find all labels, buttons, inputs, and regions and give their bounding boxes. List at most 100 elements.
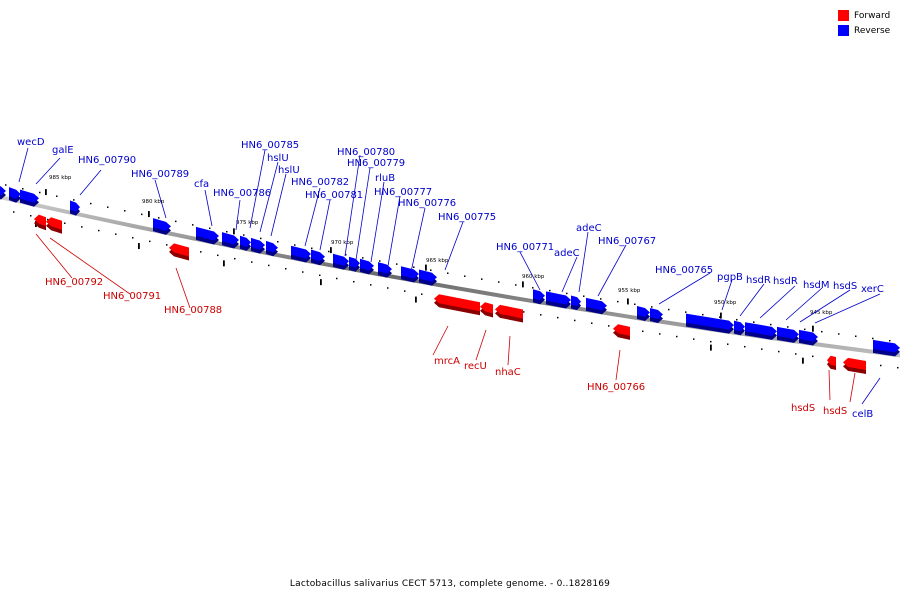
gene-label[interactable]: HN6_00775: [438, 212, 496, 223]
leader-line: [355, 167, 371, 261]
minor-tick-bottom: [727, 343, 729, 345]
forward-gene-arrow[interactable]: [827, 355, 836, 370]
gene-label[interactable]: wecD: [17, 137, 45, 148]
reverse-gene-arrow[interactable]: [291, 245, 311, 263]
minor-tick-top: [583, 295, 585, 297]
reverse-gene-arrow[interactable]: [196, 226, 219, 245]
gene-label[interactable]: HN6_00779: [347, 158, 405, 169]
reverse-gene-arrow[interactable]: [70, 200, 80, 216]
minor-tick-top: [430, 269, 432, 271]
reverse-gene-arrow[interactable]: [349, 256, 360, 272]
gene-label[interactable]: hsdR: [746, 275, 771, 286]
minor-tick-top: [107, 206, 109, 208]
gene-label[interactable]: HN6_00782: [291, 177, 349, 188]
reverse-gene-arrow[interactable]: [222, 232, 239, 249]
gene-label[interactable]: HN6_00792: [45, 277, 103, 288]
reverse-gene-arrow[interactable]: [637, 306, 650, 322]
gene-label[interactable]: rluB: [375, 173, 395, 184]
reverse-gene-arrow[interactable]: [153, 218, 171, 235]
reverse-gene-arrow[interactable]: [686, 313, 734, 334]
reverse-gene-arrow[interactable]: [734, 320, 745, 336]
gene-label[interactable]: HN6_00789: [131, 169, 189, 180]
gene-label[interactable]: galE: [52, 145, 74, 156]
gene-label[interactable]: HN6_00771: [496, 242, 554, 253]
reverse-gene-arrow[interactable]: [360, 258, 374, 275]
gene-label[interactable]: HN6_00790: [78, 155, 136, 166]
major-tick-top: [812, 325, 814, 332]
gene-label[interactable]: mrcA: [434, 356, 460, 367]
forward-gene-arrow[interactable]: [495, 304, 523, 323]
reverse-gene-arrow[interactable]: [9, 187, 21, 203]
minor-tick-bottom: [370, 284, 372, 286]
forward-gene-arrow[interactable]: [434, 294, 480, 316]
reverse-gene-arrow[interactable]: [571, 295, 581, 311]
gene-label[interactable]: hslU: [267, 153, 289, 164]
minor-tick-bottom: [387, 287, 389, 289]
gene-label[interactable]: HN6_00788: [164, 305, 222, 316]
minor-tick-bottom: [812, 355, 814, 358]
gene-label[interactable]: HN6_00766: [587, 382, 645, 393]
reverse-gene-arrow[interactable]: [777, 326, 799, 343]
minor-tick-bottom: [217, 254, 219, 257]
gene-body: [777, 326, 799, 339]
gene-label[interactable]: xerC: [861, 284, 884, 295]
gene-label[interactable]: HN6_00785: [241, 140, 299, 151]
gene-label[interactable]: hsdS: [833, 281, 857, 292]
reverse-gene-arrow[interactable]: [533, 289, 545, 305]
gene-label[interactable]: HN6_00767: [598, 236, 656, 247]
reverse-gene-arrow[interactable]: [0, 183, 6, 200]
reverse-gene-arrow[interactable]: [251, 237, 265, 254]
leader-line: [204, 189, 213, 227]
reverse-gene-arrow[interactable]: [419, 269, 437, 286]
gene-label[interactable]: hsdS: [791, 403, 815, 414]
forward-gene-arrow[interactable]: [46, 217, 62, 234]
reverse-gene-arrow[interactable]: [586, 297, 607, 315]
leader-line: [370, 181, 385, 263]
gene-label[interactable]: HN6_00786: [213, 188, 271, 199]
reverse-gene-arrow[interactable]: [745, 322, 777, 340]
leader-line: [785, 287, 823, 321]
reverse-gene-arrow[interactable]: [650, 308, 663, 324]
forward-gene-arrow[interactable]: [613, 324, 630, 340]
reverse-gene-arrow[interactable]: [20, 189, 39, 207]
gene-label[interactable]: adeC: [576, 223, 602, 234]
forward-gene-arrow[interactable]: [169, 243, 189, 261]
reverse-gene-arrow[interactable]: [546, 291, 571, 309]
forward-gene-arrow[interactable]: [34, 214, 46, 231]
minor-tick-bottom: [200, 251, 202, 253]
reverse-gene-arrow[interactable]: [873, 339, 900, 357]
gene-label[interactable]: HN6_00776: [398, 198, 456, 209]
gene-label[interactable]: pgpB: [717, 272, 743, 283]
minor-tick-top: [5, 184, 7, 186]
reverse-gene-arrow[interactable]: [799, 329, 818, 346]
reverse-gene-arrow[interactable]: [378, 262, 392, 278]
gene-label[interactable]: cfa: [194, 179, 209, 190]
reverse-gene-arrow[interactable]: [240, 235, 251, 251]
leader-line: [739, 283, 765, 317]
reverse-gene-arrow[interactable]: [333, 253, 349, 270]
minor-tick-top: [668, 308, 670, 311]
gene-label[interactable]: HN6_00765: [655, 265, 713, 276]
gene-label[interactable]: hsdM: [803, 280, 830, 291]
gene-label[interactable]: HN6_00780: [337, 147, 395, 158]
gene-body: [311, 249, 325, 262]
gene-body: [153, 218, 171, 231]
gene-label[interactable]: nhaC: [495, 367, 521, 378]
minor-tick-bottom: [251, 261, 253, 263]
major-tick-top: [45, 189, 47, 196]
gene-label[interactable]: HN6_00791: [103, 291, 161, 302]
reverse-gene-arrow[interactable]: [311, 249, 325, 266]
forward-gene-arrow[interactable]: [843, 357, 866, 374]
gene-label[interactable]: recU: [464, 361, 487, 372]
gene-label[interactable]: HN6_00781: [305, 190, 363, 201]
reverse-gene-arrow[interactable]: [401, 266, 419, 283]
forward-gene-arrow[interactable]: [480, 302, 493, 318]
gene-label[interactable]: HN6_00777: [374, 187, 432, 198]
gene-label[interactable]: hslU: [278, 165, 300, 176]
gene-label[interactable]: adeC: [554, 248, 580, 259]
gene-label[interactable]: celB: [852, 409, 873, 420]
reverse-gene-arrow[interactable]: [266, 240, 278, 257]
gene-label[interactable]: hsdR: [773, 276, 798, 287]
gene-label[interactable]: hsdS: [823, 406, 847, 417]
leader-line: [235, 199, 241, 231]
